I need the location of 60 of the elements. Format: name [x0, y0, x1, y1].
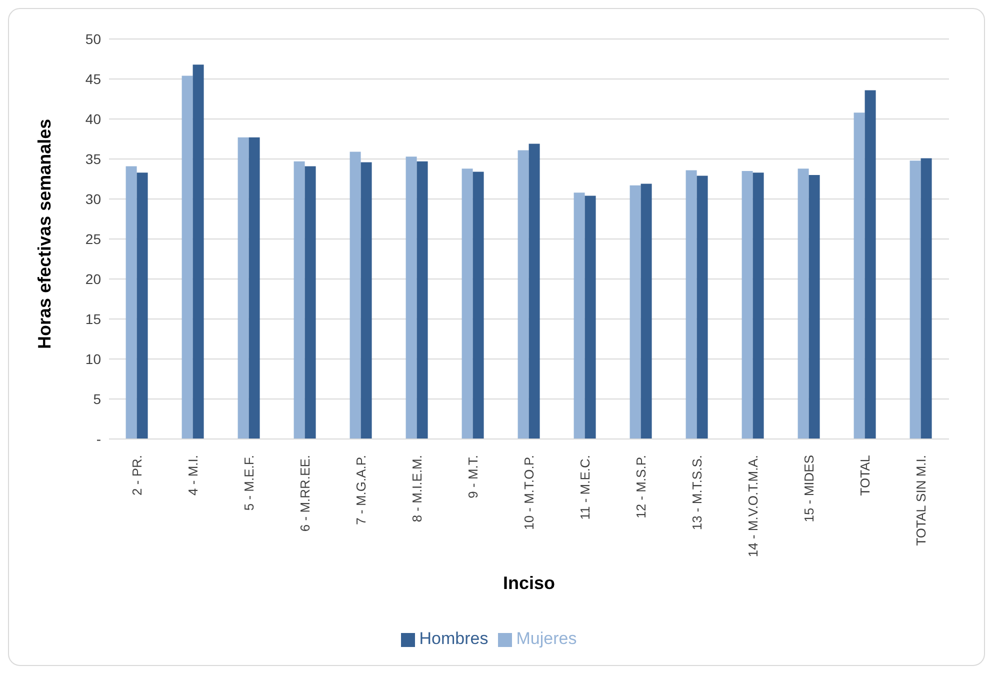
bar: [696, 176, 708, 439]
bar: [910, 160, 921, 439]
legend-label: Mujeres: [516, 629, 577, 648]
bar: [294, 161, 305, 439]
y-tick-label: -: [96, 430, 102, 447]
bar: [406, 156, 417, 439]
bar: [640, 184, 652, 439]
y-tick-label: 45: [85, 70, 102, 87]
x-tick-label: TOTAL SIN M.I.: [914, 455, 928, 546]
bar: [238, 137, 249, 439]
legend-label: Hombres: [419, 629, 488, 648]
x-axis-title: Inciso: [502, 573, 556, 593]
bar: [808, 175, 820, 439]
y-tick-label: 20: [85, 270, 102, 287]
x-tick-label: TOTAL: [858, 455, 872, 496]
x-tick-label: 7 - M.G.A.P.: [354, 455, 368, 525]
y-tick-label: 15: [85, 310, 102, 327]
bar: [630, 185, 641, 439]
x-tick-label: 15 - MIDES: [802, 454, 816, 522]
bar: [182, 76, 193, 439]
bar: [864, 90, 876, 439]
y-tick-label: 25: [85, 230, 102, 247]
bar: [686, 170, 697, 439]
y-tick-label: 35: [85, 150, 102, 167]
bar: [192, 64, 204, 439]
x-tick-label: 13 - M.T.S.S.: [690, 455, 704, 530]
bar: [742, 171, 753, 439]
y-tick-label: 50: [85, 30, 102, 47]
y-tick-label: 5: [93, 390, 102, 407]
bar: [854, 112, 865, 439]
bar: [136, 172, 148, 439]
bar: [920, 158, 932, 439]
bar: [584, 196, 596, 439]
x-tick-label: 11 - M.E.C.: [578, 455, 592, 520]
x-tick-label: 4 - M.I.: [186, 455, 200, 496]
x-tick-label: 6 - M.RR.EE.: [298, 455, 312, 532]
bar: [304, 166, 316, 439]
bar: [248, 137, 260, 439]
x-tick-label: 8 - M.I.E.M.: [410, 455, 424, 522]
bar: [574, 192, 585, 439]
bar: [472, 172, 484, 439]
bar: [528, 144, 540, 439]
bar: [350, 152, 361, 439]
x-tick-label: 12 - M.S.P.: [634, 455, 648, 518]
bar: [126, 166, 137, 439]
bar: [416, 161, 428, 439]
y-tick-label: 40: [85, 110, 102, 127]
x-tick-label: 5 - M.E.F.: [242, 455, 256, 511]
bar: [798, 168, 809, 439]
bar: [752, 172, 764, 439]
bar: [360, 162, 372, 439]
x-tick-label: 2 - PR.: [130, 455, 144, 496]
bar: [518, 150, 529, 439]
y-tick-label: 30: [85, 190, 102, 207]
x-tick-label: 14 - M.V.O.T.M.A.: [746, 455, 760, 558]
y-tick-label: 10: [85, 350, 102, 367]
x-tick-label: 10 - M.T.O.P.: [522, 455, 536, 530]
bar: [462, 168, 473, 439]
x-tick-label: 9 - M.T.: [466, 455, 480, 498]
y-axis-title: Horas efectivas semanales: [34, 118, 54, 349]
